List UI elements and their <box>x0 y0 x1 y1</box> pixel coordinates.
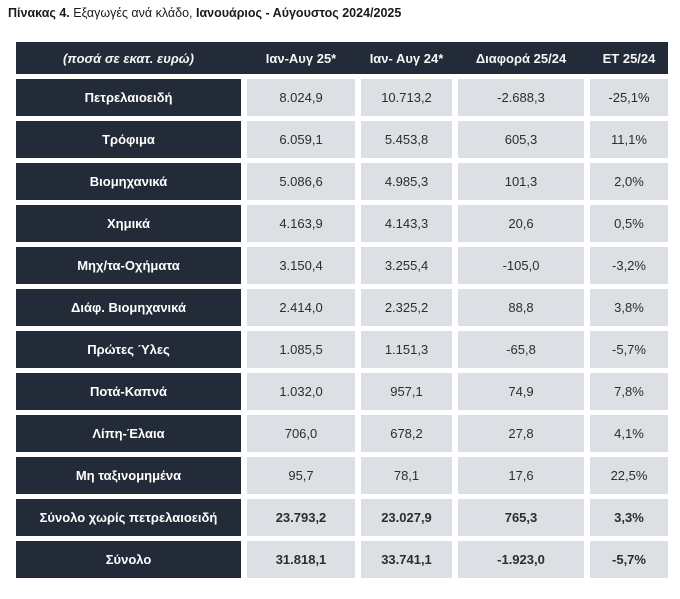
value-cell-jan-aug-24: 957,1 <box>361 373 452 410</box>
value-cell-difference: -105,0 <box>458 247 584 284</box>
value-cell-jan-aug-24: 4.143,3 <box>361 205 452 242</box>
page-title-table-number: Πίνακας 4. <box>8 6 70 20</box>
value-cell-annual-rate: -5,7% <box>590 331 668 368</box>
row-label-cell: Μη ταξινομημένα <box>16 457 241 494</box>
header-cell-annual-rate: ΕΤ 25/24 <box>602 50 656 66</box>
value-cell-jan-aug-24: 78,1 <box>361 457 452 494</box>
value-cell-difference: 20,6 <box>458 205 584 242</box>
table-header-row: (ποσά σε εκατ. ευρώ) Ιαν-Αυγ 25* Ιαν- Αυ… <box>16 42 668 74</box>
table-row: Πρώτες Ύλες 1.085,5 1.151,3 -65,8 -5,7% <box>16 331 668 368</box>
value-cell-jan-aug-24: 678,2 <box>361 415 452 452</box>
header-cell-jan-aug-25: Ιαν-Αυγ 25* <box>265 50 337 66</box>
header-cell-jan-aug-24: Ιαν- Αυγ 24* <box>369 50 444 66</box>
value-cell-annual-rate: 3,3% <box>590 499 668 536</box>
row-label-cell: Ποτά-Καπνά <box>16 373 241 410</box>
value-cell-difference: 17,6 <box>458 457 584 494</box>
page-title-subject: Εξαγωγές ανά κλάδο, <box>69 6 196 20</box>
row-label-cell: Χημικά <box>16 205 241 242</box>
value-cell-difference: 101,3 <box>458 163 584 200</box>
row-label-cell: Μηχ/τα-Οχήματα <box>16 247 241 284</box>
row-label-cell: Τρόφιμα <box>16 121 241 158</box>
table-row: Λίπη-Έλαια 706,0 678,2 27,8 4,1% <box>16 415 668 452</box>
table-row: Σύνολο 31.818,1 33.741,1 -1.923,0 -5,7% <box>16 541 668 578</box>
row-label-cell: Σύνολο <box>16 541 241 578</box>
value-cell-jan-aug-24: 1.151,3 <box>361 331 452 368</box>
value-cell-difference: -65,8 <box>458 331 584 368</box>
value-cell-jan-aug-25: 8.024,9 <box>247 79 355 116</box>
value-cell-annual-rate: -3,2% <box>590 247 668 284</box>
value-cell-annual-rate: -25,1% <box>590 79 668 116</box>
value-cell-annual-rate: 3,8% <box>590 289 668 326</box>
value-cell-jan-aug-25: 6.059,1 <box>247 121 355 158</box>
value-cell-difference: -1.923,0 <box>458 541 584 578</box>
value-cell-annual-rate: 22,5% <box>590 457 668 494</box>
table-row: Ποτά-Καπνά 1.032,0 957,1 74,9 7,8% <box>16 373 668 410</box>
value-cell-jan-aug-25: 31.818,1 <box>247 541 355 578</box>
value-cell-jan-aug-25: 3.150,4 <box>247 247 355 284</box>
row-label-cell: Διάφ. Βιομηχανικά <box>16 289 241 326</box>
value-cell-difference: 765,3 <box>458 499 584 536</box>
page-title: Πίνακας 4. Εξαγωγές ανά κλάδο, Ιανουάριο… <box>8 6 401 20</box>
value-cell-jan-aug-24: 33.741,1 <box>361 541 452 578</box>
value-cell-difference: 27,8 <box>458 415 584 452</box>
row-label-cell: Βιομηχανικά <box>16 163 241 200</box>
value-cell-jan-aug-25: 706,0 <box>247 415 355 452</box>
row-label-cell: Σύνολο χωρίς πετρελαιοειδή <box>16 499 241 536</box>
value-cell-jan-aug-24: 10.713,2 <box>361 79 452 116</box>
value-cell-annual-rate: 11,1% <box>590 121 668 158</box>
value-cell-jan-aug-24: 5.453,8 <box>361 121 452 158</box>
table-row: Πετρελαιοειδή 8.024,9 10.713,2 -2.688,3 -25,… <box>16 79 668 116</box>
value-cell-difference: 74,9 <box>458 373 584 410</box>
table-row: Χημικά 4.163,9 4.143,3 20,6 0,5% <box>16 205 668 242</box>
value-cell-jan-aug-24: 4.985,3 <box>361 163 452 200</box>
value-cell-annual-rate: 2,0% <box>590 163 668 200</box>
value-cell-jan-aug-25: 23.793,2 <box>247 499 355 536</box>
table-row: Σύνολο χωρίς πετρελαιοειδή 23.793,2 23.027… <box>16 499 668 536</box>
row-label-cell: Πετρελαιοειδή <box>16 79 241 116</box>
value-cell-jan-aug-24: 23.027,9 <box>361 499 452 536</box>
table-row: Μη ταξινομημένα 95,7 78,1 17,6 22,5% <box>16 457 668 494</box>
header-cell-amounts-note: (ποσά σε εκατ. ευρώ) <box>63 50 194 66</box>
value-cell-jan-aug-25: 95,7 <box>247 457 355 494</box>
row-label-cell: Πρώτες Ύλες <box>16 331 241 368</box>
value-cell-difference: 88,8 <box>458 289 584 326</box>
value-cell-jan-aug-25: 1.032,0 <box>247 373 355 410</box>
value-cell-jan-aug-25: 2.414,0 <box>247 289 355 326</box>
value-cell-jan-aug-25: 1.085,5 <box>247 331 355 368</box>
value-cell-jan-aug-25: 4.163,9 <box>247 205 355 242</box>
value-cell-jan-aug-24: 3.255,4 <box>361 247 452 284</box>
header-cell-difference: Διαφορά 25/24 <box>475 50 567 66</box>
value-cell-difference: -2.688,3 <box>458 79 584 116</box>
row-label-cell: Λίπη-Έλαια <box>16 415 241 452</box>
table-row: Μηχ/τα-Οχήματα 3.150,4 3.255,4 -105,0 -3,2% <box>16 247 668 284</box>
exports-by-sector-table: (ποσά σε εκατ. ευρώ) Ιαν-Αυγ 25* Ιαν- Αυ… <box>16 42 668 578</box>
value-cell-annual-rate: 0,5% <box>590 205 668 242</box>
value-cell-annual-rate: -5,7% <box>590 541 668 578</box>
table-body: Πετρελαιοειδή 8.024,9 10.713,2 -2.688,3 -25,… <box>16 79 668 578</box>
value-cell-annual-rate: 7,8% <box>590 373 668 410</box>
value-cell-jan-aug-25: 5.086,6 <box>247 163 355 200</box>
table-row: Τρόφιμα 6.059,1 5.453,8 605,3 11,1% <box>16 121 668 158</box>
value-cell-annual-rate: 4,1% <box>590 415 668 452</box>
value-cell-jan-aug-24: 2.325,2 <box>361 289 452 326</box>
table-row: Βιομηχανικά 5.086,6 4.985,3 101,3 2,0% <box>16 163 668 200</box>
table-row: Διάφ. Βιομηχανικά 2.414,0 2.325,2 88,8 3,8% <box>16 289 668 326</box>
page-title-period: Ιανουάριος - Αύγουστος 2024/2025 <box>195 6 402 20</box>
value-cell-difference: 605,3 <box>458 121 584 158</box>
